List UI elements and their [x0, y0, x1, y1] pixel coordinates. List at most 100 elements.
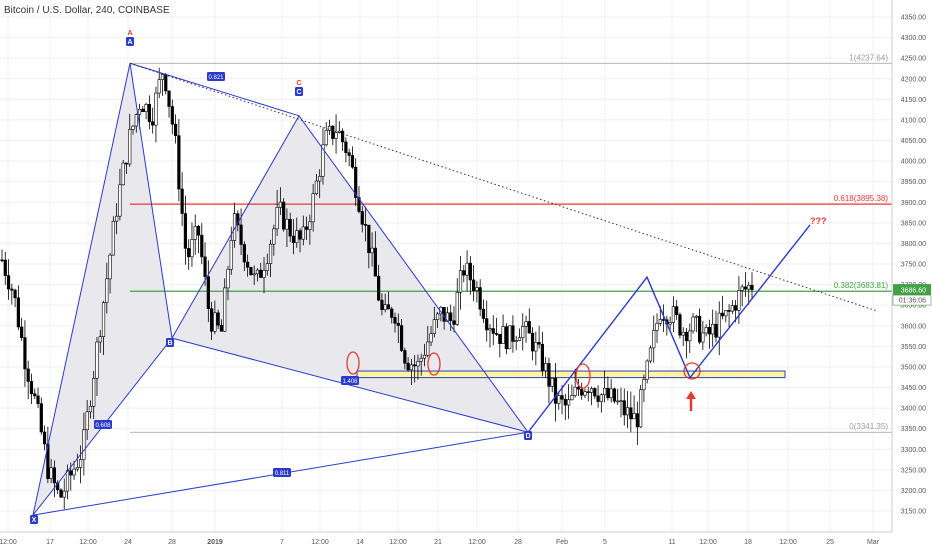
- ratio-tag-label: 0.821: [208, 75, 224, 81]
- pattern-ratio-tag: 1.406: [341, 376, 359, 385]
- ratio-tag-bg: [273, 468, 291, 477]
- price-axis[interactable]: 3150.00 3200.00 3250.00 3300.00 3350.00 3400.…: [891, 0, 932, 532]
- candle-body: [226, 268, 230, 289]
- candle-body: [707, 327, 712, 335]
- pattern-point-x: X: [30, 515, 38, 524]
- candle-body: [534, 342, 538, 352]
- candle-body: [465, 262, 469, 276]
- candle-body: [635, 413, 639, 428]
- candle-body: [671, 306, 675, 323]
- candle-body: [242, 244, 246, 263]
- candle-body: [566, 399, 571, 406]
- candle-body: [88, 406, 93, 413]
- candle-body: [472, 279, 476, 291]
- up-arrow-head: [686, 391, 696, 399]
- candle-body: [609, 388, 613, 399]
- price-tick-label: 3750.00: [901, 262, 926, 269]
- candle-body: [229, 240, 233, 270]
- candle-body: [105, 278, 109, 303]
- candle-body: [118, 184, 122, 217]
- candle-body: [547, 363, 551, 387]
- candle-body: [331, 125, 335, 139]
- ratio-tag-label: 0.811: [275, 471, 290, 477]
- candle-body: [449, 312, 453, 322]
- pattern-point-badge: [524, 431, 532, 440]
- pattern-point-marker: A: [127, 30, 132, 37]
- candle-body: [747, 284, 751, 290]
- candle-body: [39, 403, 43, 433]
- time-tick-label: 14: [356, 539, 364, 546]
- candle-body: [144, 104, 148, 112]
- candle-body: [524, 321, 528, 327]
- time-tick-label: 25: [826, 539, 834, 546]
- candle-body: [511, 325, 515, 342]
- candle-body: [350, 155, 355, 168]
- candle-body: [180, 188, 184, 214]
- candle-body: [20, 326, 24, 338]
- candle-body: [301, 226, 305, 240]
- candle-body: [383, 304, 387, 311]
- candle-body: [190, 239, 194, 258]
- candle-body: [134, 114, 138, 127]
- fib-level-label: 0.382(3683.81): [834, 281, 889, 290]
- pattern-ac-line: [129, 62, 300, 117]
- pattern-point-b: B: [166, 338, 174, 347]
- candle-body: [494, 333, 499, 335]
- candle-body: [422, 354, 427, 359]
- candle-body: [213, 312, 217, 332]
- up-arrow-icon: [686, 391, 696, 411]
- pattern-point-badge: [166, 338, 174, 347]
- candle-body: [170, 106, 174, 125]
- candle-body: [396, 322, 400, 326]
- candle-body: [360, 211, 364, 225]
- candle-body: [246, 261, 250, 268]
- price-tick-label: 3250.00: [901, 467, 926, 474]
- candle-body: [589, 388, 594, 393]
- candle-body: [684, 331, 689, 342]
- candlestick-series: [0, 67, 754, 510]
- candle-body: [111, 220, 115, 256]
- candle-body: [318, 175, 322, 182]
- candle-body: [288, 218, 292, 237]
- time-tick-label: 5: [603, 539, 607, 546]
- candle-body: [468, 262, 472, 281]
- fib-levels: 1(4237.64) 0.618(3895.38) 0.382(3683.81) 0(…: [130, 53, 892, 433]
- candle-body: [13, 289, 17, 299]
- candle-body: [560, 395, 564, 400]
- candle-body: [714, 323, 718, 338]
- candle-body: [540, 343, 544, 372]
- time-axis[interactable]: 12:00 17 12:00 24 28 2019 7 12:00 14 12:00 21 12:00…: [0, 531, 892, 546]
- bcd-triangle: [172, 115, 528, 433]
- candle-body: [501, 326, 505, 344]
- highlight-ellipse: [683, 362, 701, 380]
- pattern-point-c: C: [295, 87, 303, 96]
- candle-body: [711, 323, 715, 335]
- candle-body: [678, 314, 682, 336]
- candle-body: [36, 395, 40, 404]
- price-tick-label: 4150.00: [901, 97, 926, 104]
- candle-body: [354, 166, 358, 198]
- highlight-ellipse: [427, 352, 441, 376]
- candle-body: [570, 395, 574, 401]
- candle-body: [550, 378, 554, 387]
- candle-body: [462, 270, 466, 276]
- candle-body: [399, 325, 404, 351]
- time-tick-label: 28: [514, 539, 522, 546]
- candle-body: [282, 201, 286, 230]
- candle-body: [563, 398, 567, 406]
- candle-body: [681, 331, 685, 336]
- candle-body: [29, 381, 34, 395]
- candle-body: [612, 388, 617, 402]
- pattern-point-marker: C: [296, 80, 301, 87]
- candle-body: [504, 326, 508, 350]
- time-tick-label: 17: [46, 539, 54, 546]
- price-tick-label: 3850.00: [901, 220, 926, 227]
- candle-body: [603, 387, 607, 396]
- candle-body: [544, 363, 548, 372]
- ratio-tag-label: 1.406: [342, 379, 358, 385]
- candle-body: [206, 276, 210, 310]
- price-tick-label: 3400.00: [901, 406, 926, 413]
- candle-body: [380, 299, 384, 311]
- candle-body: [121, 162, 125, 186]
